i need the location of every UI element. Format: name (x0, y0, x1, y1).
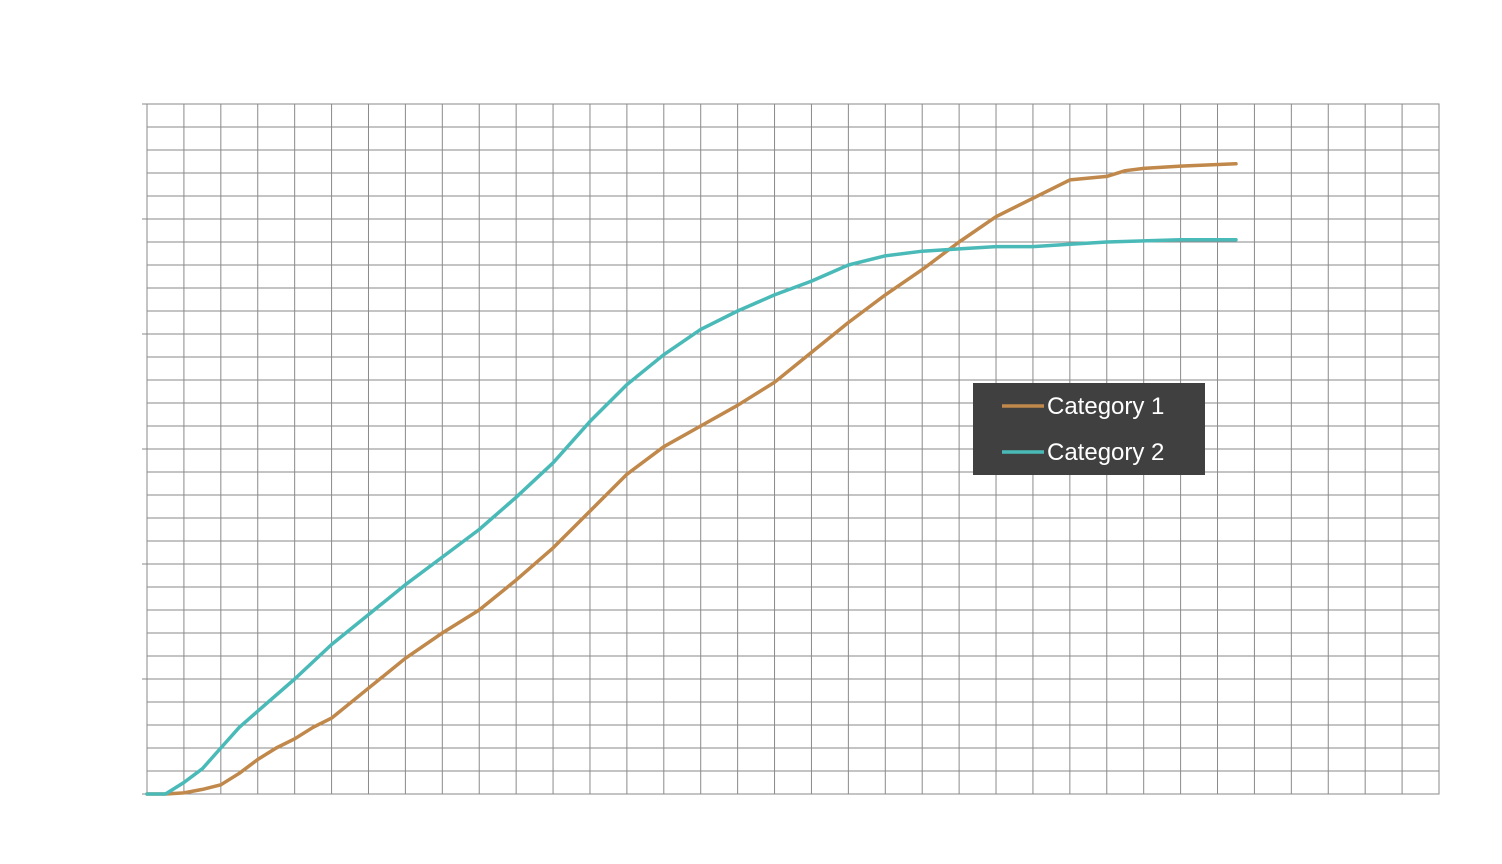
series-line-category-2 (145, 237, 1238, 796)
legend-background (973, 383, 1205, 475)
series-line-category-1 (145, 162, 1238, 796)
plot-frame (142, 103, 1440, 795)
legend-label-category-1: Category 1 (1047, 393, 1164, 420)
legend-label-category-2: Category 2 (1047, 439, 1164, 466)
legend: Category 1 Category 2 (973, 383, 1205, 475)
series-lines (145, 162, 1238, 796)
grid (147, 104, 1439, 794)
